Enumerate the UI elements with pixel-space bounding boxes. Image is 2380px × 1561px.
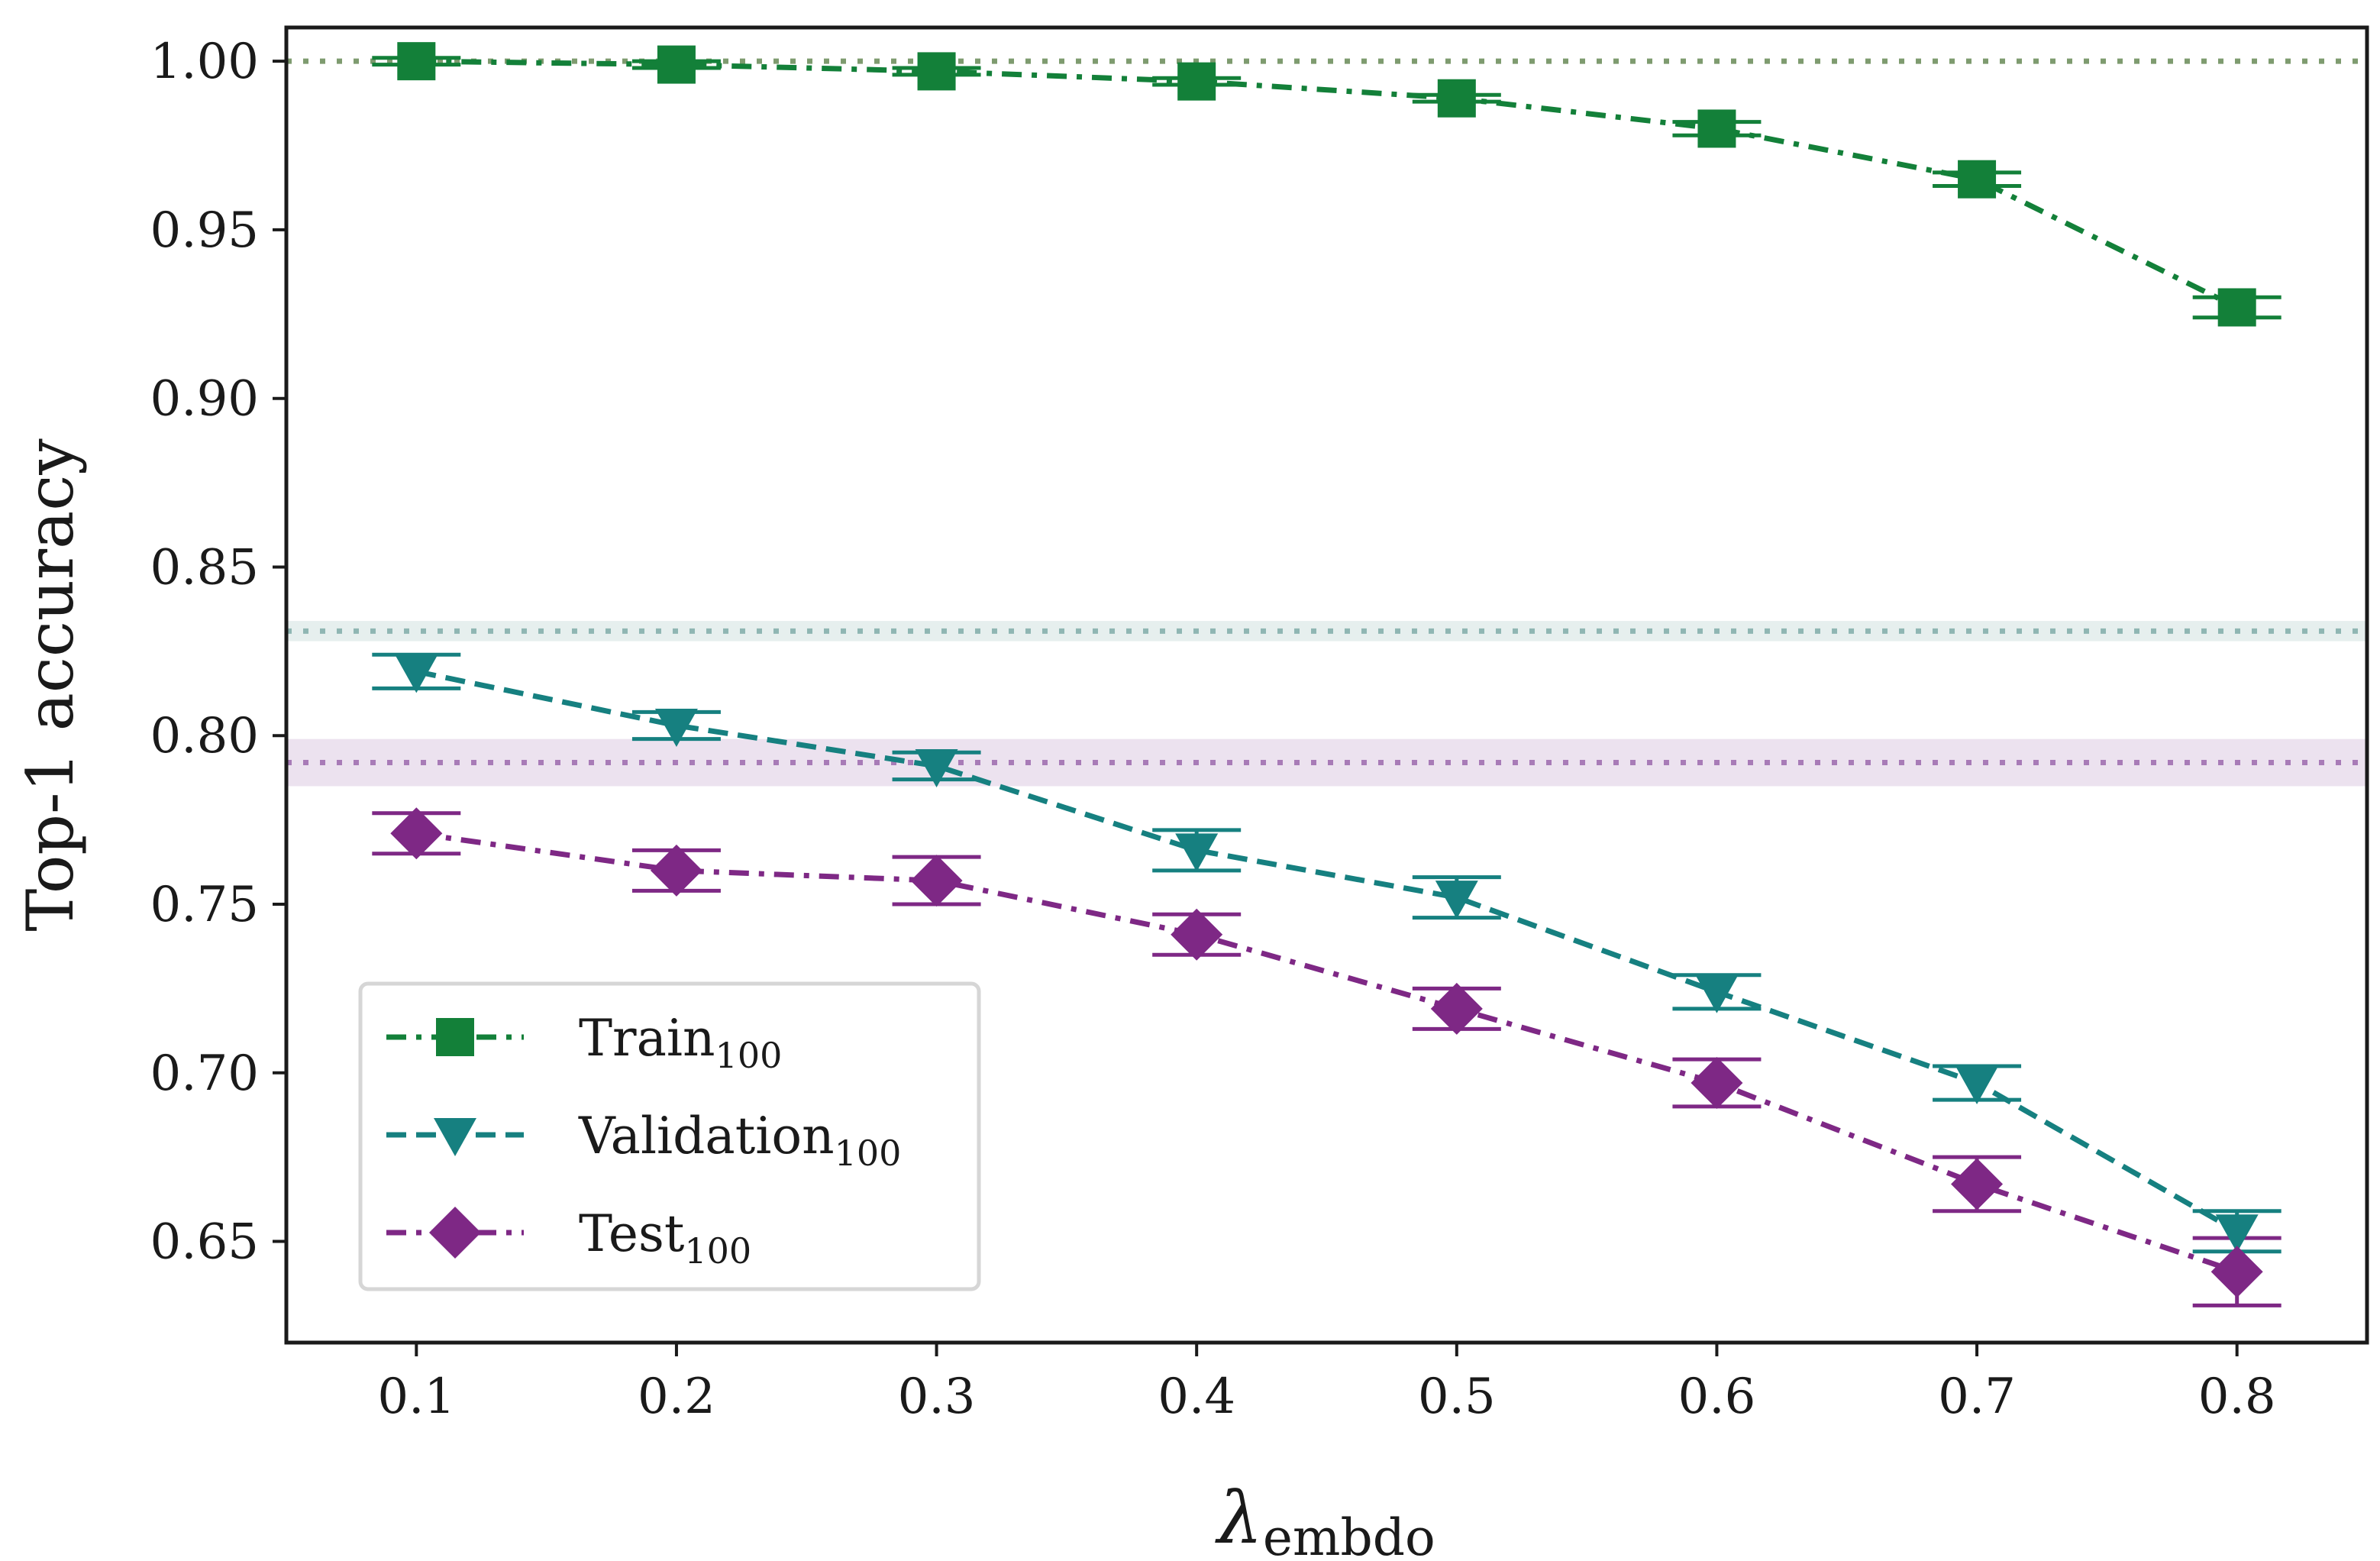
train-data-point <box>917 52 956 91</box>
train-series-line <box>416 58 2239 310</box>
test-data-point <box>650 844 702 897</box>
legend-label-validation: Validation100 <box>578 1107 901 1174</box>
y-tick-label: 0.80 <box>150 708 260 764</box>
test-series-line <box>415 830 2238 1275</box>
x-axis-label-main: λ <box>1214 1477 1263 1560</box>
validation-data-point <box>2215 1214 2259 1253</box>
test-data-point <box>1951 1158 2004 1210</box>
validation-data-point <box>1695 974 1739 1013</box>
y-tick-label: 0.65 <box>150 1214 260 1271</box>
x-tick-label: 0.7 <box>1938 1369 2016 1425</box>
y-tick-label: 0.90 <box>150 371 260 428</box>
y-axis-ticks: 0.65 0.70 0.75 0.80 0.85 0.90 0.95 1.00 <box>150 34 286 1271</box>
x-tick-label: 0.6 <box>1678 1369 1756 1425</box>
legend-entry-validation: Validation100 <box>386 1107 901 1174</box>
test-data-point <box>1171 908 1223 961</box>
y-tick-label: 0.70 <box>150 1046 260 1102</box>
train-data-point <box>1958 160 1997 199</box>
plot-frame <box>284 25 2369 1345</box>
y-tick-label: 0.85 <box>150 539 260 596</box>
validation-data-point <box>395 654 438 693</box>
legend-marker-validation <box>434 1118 476 1156</box>
legend-box <box>358 981 981 1291</box>
validation-data-point <box>1435 881 1478 919</box>
legend-label-main: Test <box>579 1204 684 1263</box>
y-tick-label: 0.95 <box>150 202 260 259</box>
legend-label-main: Validation <box>578 1107 835 1165</box>
reference-lines <box>286 58 2367 766</box>
series-lines <box>415 58 2239 1275</box>
train-data-point <box>2217 288 2256 327</box>
x-tick-label: 0.3 <box>898 1369 976 1425</box>
legend-label-subscript: 100 <box>684 1230 751 1272</box>
legend-label-main: Train <box>579 1009 715 1068</box>
validation-data-point <box>1955 1066 1999 1105</box>
legend-label-test: Test100 <box>579 1204 751 1272</box>
train-data-point <box>397 42 436 81</box>
validation-data-point <box>654 708 698 747</box>
y-tick-label: 1.00 <box>150 34 260 90</box>
legend-entry-train: Train100 <box>386 1009 782 1076</box>
legend-label-subscript: 100 <box>835 1133 902 1174</box>
test-data-point <box>390 807 443 860</box>
y-tick-label: 0.75 <box>150 877 260 933</box>
x-tick-label: 0.1 <box>377 1369 455 1425</box>
x-tick-label: 0.4 <box>1158 1369 1235 1425</box>
legend-marker-test <box>429 1207 481 1259</box>
train-data-point <box>1697 109 1736 148</box>
test-data-point <box>910 855 963 907</box>
legend-marker-train <box>436 1018 474 1056</box>
validation-data-point <box>1175 833 1219 872</box>
y-axis-label: Top-1 accuracy <box>13 438 88 932</box>
legend-entry-test: Test100 <box>386 1204 751 1272</box>
x-axis-label-subscript: embdo <box>1263 1508 1435 1561</box>
validation-series-line <box>415 668 2239 1234</box>
validation-data-point <box>915 748 958 787</box>
test-data-point <box>2210 1246 2263 1298</box>
test-data-point <box>1430 982 1483 1035</box>
x-tick-label: 0.5 <box>1418 1369 1496 1425</box>
legend-label-subscript: 100 <box>715 1035 783 1076</box>
x-axis-label: λembdo <box>1214 1477 1435 1561</box>
x-axis-ticks: 0.1 0.2 0.3 0.4 0.5 0.6 0.7 0.8 <box>377 1343 2276 1425</box>
series-markers <box>390 42 2263 1298</box>
train-data-point <box>657 45 696 84</box>
test-data-point <box>1691 1057 1743 1110</box>
train-data-point <box>1437 79 1476 118</box>
x-tick-label: 0.8 <box>2198 1369 2276 1425</box>
train-data-point <box>1177 62 1216 101</box>
x-tick-label: 0.2 <box>638 1369 715 1425</box>
legend-label-train: Train100 <box>579 1009 782 1076</box>
